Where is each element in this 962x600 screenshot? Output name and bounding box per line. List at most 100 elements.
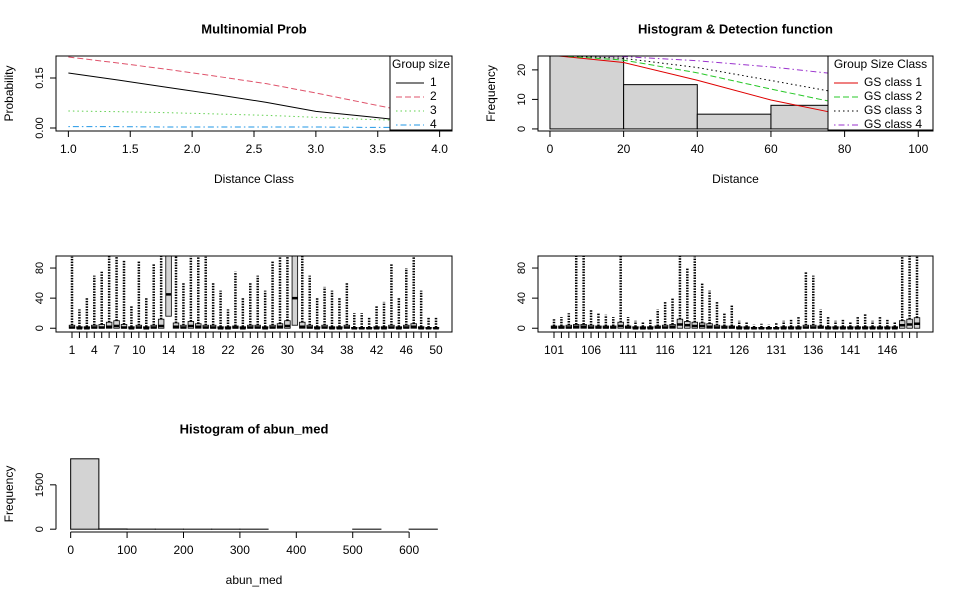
box (113, 320, 120, 329)
x-tick-label: 101 (544, 343, 564, 357)
plot-frame (55, 255, 453, 333)
x-tick-label: 300 (230, 543, 250, 557)
x-axis-label: Distance Class (214, 172, 294, 186)
y-tick-label: 0.15 (34, 67, 46, 88)
plot-area (549, 56, 919, 130)
x-tick-label: 146 (877, 343, 897, 357)
chart-title: Multinomial Prob (201, 21, 307, 36)
x-tick-label: 42 (370, 343, 384, 357)
y-tick-label: 0 (34, 526, 46, 532)
legend-title: Group size (392, 57, 450, 71)
y-tick-label: 0.00 (34, 117, 46, 138)
x-tick-label: 14 (162, 343, 176, 357)
x-tick-label: 136 (803, 343, 823, 357)
plot-area (550, 256, 921, 330)
legend-box (827, 55, 934, 131)
box (299, 321, 306, 329)
x-tick-label: 18 (192, 343, 206, 357)
y-tick-label: 20 (516, 64, 528, 76)
x-tick-label: 400 (286, 543, 306, 557)
x-tick-label: 2.0 (184, 142, 201, 156)
legend-box (389, 55, 453, 131)
y-tick-label: 40 (34, 292, 46, 304)
x-tick-label: 111 (619, 343, 638, 357)
plot-area (68, 56, 391, 128)
x-tick-label: 100 (908, 142, 928, 156)
x-tick-label: 3.5 (369, 142, 386, 156)
box (157, 318, 165, 329)
series-line (558, 56, 919, 107)
legend-label: GS class 3 (864, 103, 922, 117)
legend-label: 1 (430, 75, 437, 89)
x-tick-label: 80 (838, 142, 852, 156)
legend-label: GS class 1 (864, 75, 922, 89)
y-axis-label: Frequency (484, 65, 498, 122)
legend-title: Group Size Class (834, 57, 927, 71)
histogram-bar (623, 84, 698, 130)
x-axis-label: abun_med (226, 573, 283, 587)
x-tick-label: 40 (691, 142, 705, 156)
x-tick-label: 34 (310, 343, 324, 357)
x-tick-label: 26 (251, 343, 265, 357)
series-line (68, 72, 391, 120)
x-tick-label: 141 (840, 343, 860, 357)
y-tick-label: 0 (516, 325, 528, 331)
box (105, 321, 113, 329)
plot-frame (537, 255, 934, 333)
y-tick-label: 10 (516, 93, 528, 105)
chart-title: Histogram of abun_med (180, 421, 329, 436)
x-tick-label: 1.0 (60, 142, 77, 156)
y-axis-label: Probability (2, 65, 16, 121)
box (291, 256, 299, 326)
x-tick-label: 4 (91, 343, 98, 357)
x-axis-label: Distance (712, 172, 759, 186)
legend-label: GS class 4 (864, 117, 922, 131)
legend-label: GS class 2 (864, 89, 922, 103)
box (284, 320, 291, 329)
x-tick-label: 1.5 (122, 142, 139, 156)
x-tick-label: 7 (113, 343, 120, 357)
x-tick-label: 600 (399, 543, 419, 557)
legend-label: 2 (430, 89, 437, 103)
plot-area (68, 256, 440, 330)
chart-title: Histogram & Detection function (638, 21, 833, 36)
box (165, 256, 172, 317)
y-tick-label: 0 (34, 325, 46, 331)
x-tick-label: 22 (221, 343, 235, 357)
histogram-bar (70, 458, 100, 530)
x-tick-label: 106 (581, 343, 601, 357)
x-tick-label: 50 (429, 343, 443, 357)
series-line (68, 56, 391, 109)
series-line (68, 126, 391, 128)
x-tick-label: 46 (400, 343, 414, 357)
x-tick-label: 0 (67, 543, 74, 557)
x-tick-label: 20 (617, 142, 631, 156)
x-tick-label: 4.0 (431, 142, 448, 156)
x-tick-label: 38 (340, 343, 354, 357)
x-tick-label: 1 (69, 343, 76, 357)
series-line (68, 110, 391, 121)
x-tick-label: 10 (132, 343, 146, 357)
y-tick-label: 80 (34, 262, 46, 274)
x-tick-label: 3.0 (308, 142, 325, 156)
y-tick-label: 80 (516, 262, 528, 274)
x-tick-label: 60 (764, 142, 778, 156)
x-tick-label: 116 (656, 343, 675, 357)
y-tick-label: 1500 (34, 473, 46, 497)
y-tick-label: 0 (516, 126, 528, 132)
x-tick-label: 30 (281, 343, 295, 357)
x-tick-label: 131 (766, 343, 786, 357)
x-tick-label: 2.5 (246, 142, 263, 156)
x-tick-label: 0 (547, 142, 554, 156)
x-tick-label: 126 (729, 343, 749, 357)
x-tick-label: 121 (692, 343, 712, 357)
plot-area (70, 458, 438, 530)
y-axis-label: Frequency (2, 466, 16, 523)
x-tick-label: 100 (117, 543, 137, 557)
x-tick-label: 500 (343, 543, 363, 557)
histogram-bar (696, 113, 772, 130)
legend-label: 3 (430, 103, 437, 117)
histogram-bar (549, 56, 625, 130)
